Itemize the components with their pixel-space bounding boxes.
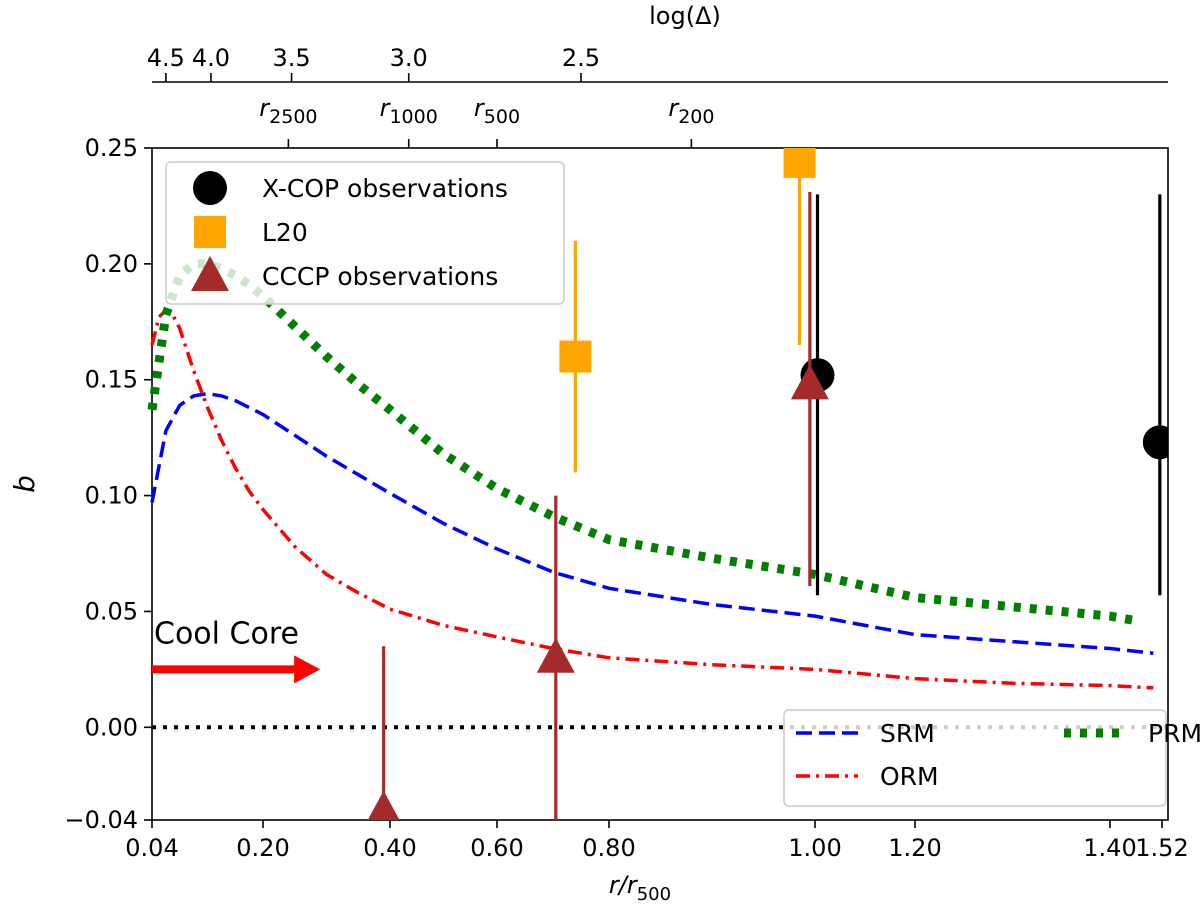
radius-marker-label: r500 bbox=[474, 94, 520, 128]
y-tick-label: 0.20 bbox=[85, 250, 138, 278]
legend-label: PRM bbox=[1148, 719, 1200, 748]
x-tick-label: 0.04 bbox=[125, 834, 178, 862]
observation-points bbox=[367, 148, 1168, 820]
legend-observations: X-COP observations L20 CCCP observations bbox=[165, 161, 565, 305]
radius-marker-label: r2500 bbox=[259, 94, 317, 128]
plot-frame bbox=[151, 147, 1169, 821]
x-tick-label: 0.20 bbox=[236, 834, 289, 862]
legend-marker-triangle bbox=[191, 256, 229, 291]
top-axis-tick-label: 4.0 bbox=[192, 44, 230, 72]
series-line-prm bbox=[147, 259, 1137, 626]
legend-models-frame bbox=[783, 709, 1167, 807]
legend-models: SRM PRM ORM bbox=[783, 709, 1200, 807]
cool-core-arrow-shaft bbox=[152, 665, 299, 674]
x-tick-label: 1.52 bbox=[1135, 834, 1188, 862]
radius-marker-label: r200 bbox=[668, 94, 714, 128]
x-tick-label: 1.00 bbox=[788, 834, 841, 862]
data-point-triangle bbox=[536, 637, 575, 673]
legend-label: CCCP observations bbox=[262, 262, 498, 291]
y-tick-label: 0.00 bbox=[85, 713, 138, 741]
legend-label: X-COP observations bbox=[262, 174, 508, 203]
y-tick-label: 0.10 bbox=[85, 482, 138, 510]
top-axis-tick-label: 4.5 bbox=[147, 44, 185, 72]
series-line-orm bbox=[150, 307, 1154, 690]
x-tick-label: 0.40 bbox=[363, 834, 416, 862]
top-axis-tick-label: 3.0 bbox=[390, 44, 428, 72]
series-line-srm bbox=[150, 391, 1154, 655]
legend-marker-circle bbox=[193, 171, 227, 205]
cool-core-label: Cool Core bbox=[154, 616, 299, 651]
top-axis-title: log(Δ) bbox=[649, 2, 721, 30]
legend-label: L20 bbox=[262, 218, 308, 247]
y-axis-label: b bbox=[8, 475, 41, 493]
data-point-square bbox=[559, 340, 592, 373]
radius-marker-label: r1000 bbox=[380, 94, 438, 128]
legend-observations-frame bbox=[165, 161, 565, 305]
top-axis-tick-label: 2.5 bbox=[562, 44, 600, 72]
y-tick-label: −0.04 bbox=[64, 806, 138, 834]
legend-marker-square bbox=[194, 216, 226, 248]
y-tick-label: 0.25 bbox=[85, 134, 138, 162]
data-point-circle bbox=[1142, 425, 1168, 460]
legend-label: SRM bbox=[880, 719, 935, 748]
legend-label: ORM bbox=[880, 762, 939, 791]
y-tick-label: 0.05 bbox=[85, 597, 138, 625]
x-tick-label: 0.80 bbox=[582, 834, 635, 862]
top-axis-tick-label: 3.5 bbox=[272, 44, 310, 72]
data-point-triangle bbox=[790, 364, 829, 400]
x-tick-label: 1.40 bbox=[1083, 834, 1136, 862]
data-point-square bbox=[783, 148, 816, 178]
x-tick-label: 1.20 bbox=[888, 834, 941, 862]
x-axis-label: r/r500 bbox=[609, 871, 671, 905]
y-tick-label: 0.15 bbox=[85, 366, 138, 394]
cool-core-arrow-head bbox=[294, 655, 321, 684]
x-tick-label: 0.60 bbox=[470, 834, 523, 862]
data-point-triangle bbox=[367, 790, 400, 820]
